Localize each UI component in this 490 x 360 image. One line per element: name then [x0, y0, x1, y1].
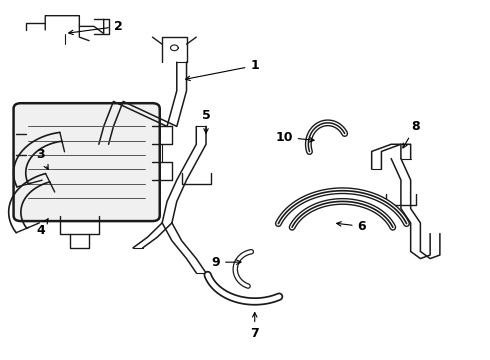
Text: 7: 7 — [250, 312, 259, 340]
Text: 3: 3 — [36, 148, 48, 169]
Text: 2: 2 — [69, 20, 122, 35]
Text: 8: 8 — [403, 120, 420, 148]
FancyBboxPatch shape — [14, 103, 160, 221]
Text: 9: 9 — [212, 256, 241, 269]
Text: 1: 1 — [186, 59, 259, 81]
Text: 4: 4 — [36, 219, 49, 237]
Text: 6: 6 — [337, 220, 366, 233]
Text: 5: 5 — [202, 109, 210, 133]
Text: 10: 10 — [275, 131, 314, 144]
